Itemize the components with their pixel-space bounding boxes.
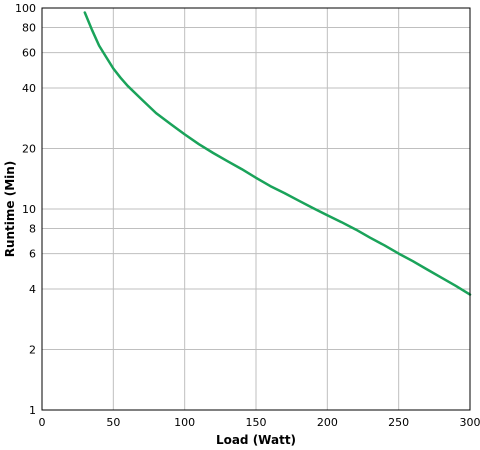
x-axis-label: Load (Watt): [216, 433, 296, 447]
series-line-1: [83, 11, 472, 296]
y-tick-label: 2: [29, 343, 36, 356]
y-tick-label: 8: [29, 222, 36, 235]
x-tick-label: 100: [174, 416, 195, 429]
y-tick-label: 80: [22, 21, 36, 34]
y-tick-labels: 1 2 4 6 8 10 20 40 60 80 100: [15, 2, 36, 417]
y-tick-label: 6: [29, 248, 36, 261]
x-tick-label: 150: [246, 416, 267, 429]
y-tick-label: 60: [22, 47, 36, 60]
x-tick-labels: 0 50 100 150 200 250 300: [39, 416, 480, 429]
y-tick-label: 20: [22, 142, 36, 155]
x-tick-label: 250: [388, 416, 409, 429]
x-tick-label: 200: [317, 416, 338, 429]
plot-frame: [41, 7, 471, 411]
y-tick-label: 10: [22, 203, 36, 216]
y-axis-label: Runtime (Min): [3, 161, 17, 258]
y-tick-label: 1: [29, 404, 36, 417]
x-tick-label: 300: [460, 416, 480, 429]
y-tick-label: 4: [29, 283, 36, 296]
y-tick-label: 100: [15, 2, 36, 15]
gridlines: [41, 7, 471, 411]
x-tick-label: 50: [106, 416, 120, 429]
x-tick-label: 0: [39, 416, 46, 429]
y-tick-label: 40: [22, 82, 36, 95]
series-layer: [83, 11, 472, 296]
